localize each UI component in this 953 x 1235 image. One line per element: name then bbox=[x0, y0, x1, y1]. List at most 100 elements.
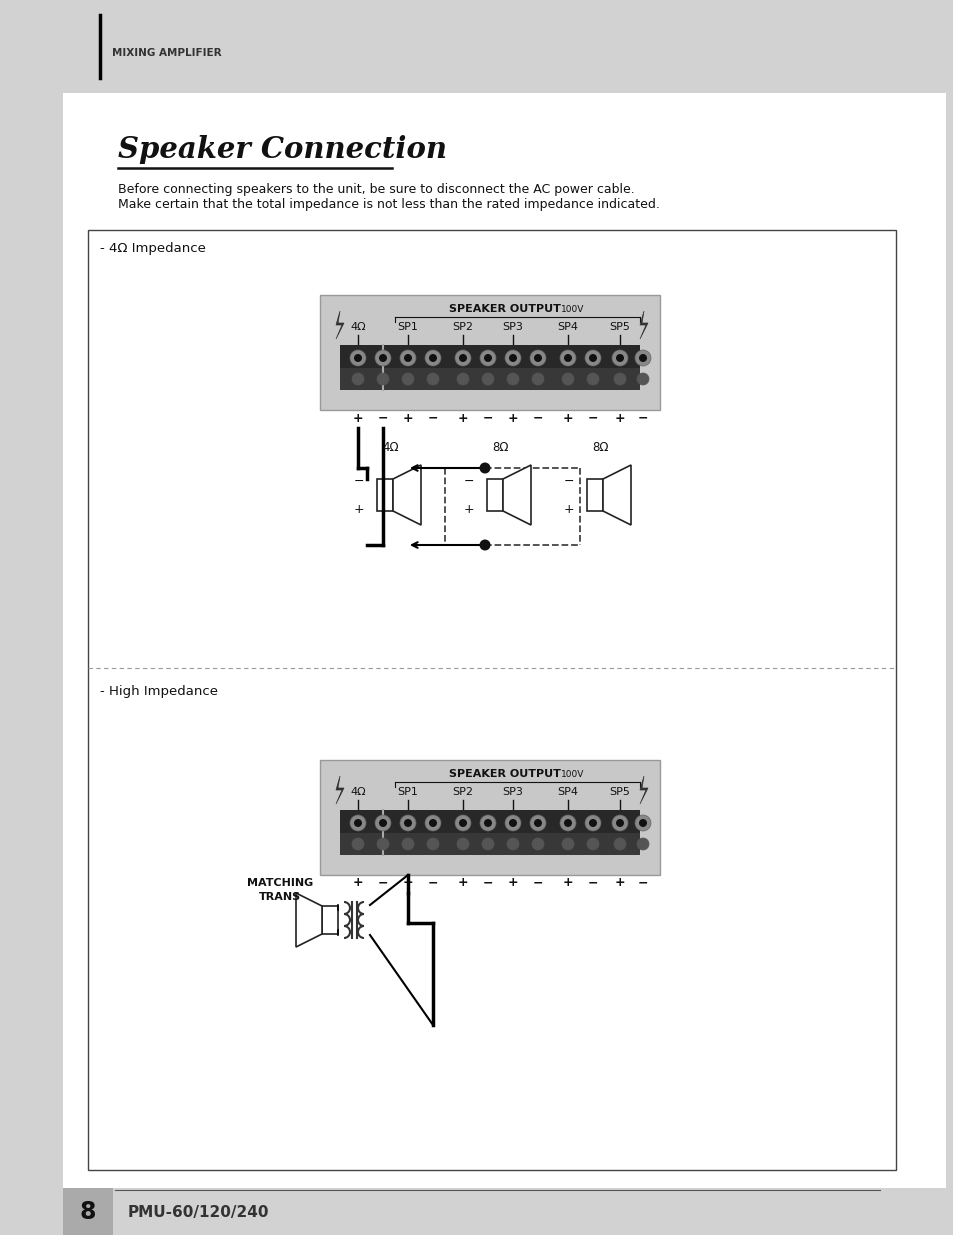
Circle shape bbox=[456, 373, 469, 385]
Circle shape bbox=[639, 819, 646, 827]
Text: 4Ω: 4Ω bbox=[350, 322, 365, 332]
Text: −: − bbox=[427, 877, 437, 889]
Text: 100V: 100V bbox=[560, 305, 584, 314]
Text: −: − bbox=[638, 877, 648, 889]
Circle shape bbox=[506, 373, 518, 385]
Circle shape bbox=[532, 839, 543, 850]
Text: 100V: 100V bbox=[560, 769, 584, 779]
Circle shape bbox=[401, 839, 414, 850]
Polygon shape bbox=[502, 466, 531, 525]
Circle shape bbox=[376, 373, 389, 385]
Bar bbox=[0, 0, 63, 1235]
Circle shape bbox=[456, 839, 469, 850]
Polygon shape bbox=[335, 776, 344, 804]
Circle shape bbox=[354, 354, 361, 362]
Text: SPEAKER OUTPUT: SPEAKER OUTPUT bbox=[449, 769, 560, 779]
Text: +: + bbox=[562, 411, 573, 425]
Text: - 4Ω Impedance: - 4Ω Impedance bbox=[100, 242, 206, 254]
Text: - High Impedance: - High Impedance bbox=[100, 685, 218, 698]
Text: +: + bbox=[507, 877, 517, 889]
Text: 8Ω: 8Ω bbox=[592, 441, 609, 454]
Text: −: − bbox=[638, 411, 648, 425]
Circle shape bbox=[481, 839, 494, 850]
Bar bbox=[486, 479, 502, 511]
Text: −: − bbox=[377, 411, 388, 425]
Circle shape bbox=[458, 819, 467, 827]
Circle shape bbox=[479, 462, 490, 473]
Circle shape bbox=[637, 373, 648, 385]
Circle shape bbox=[584, 815, 600, 831]
Text: SP3: SP3 bbox=[502, 322, 523, 332]
Circle shape bbox=[350, 350, 366, 366]
Bar bbox=[63, 1188, 112, 1235]
Circle shape bbox=[586, 373, 598, 385]
Polygon shape bbox=[602, 466, 630, 525]
Circle shape bbox=[375, 815, 391, 831]
Polygon shape bbox=[295, 893, 322, 947]
Circle shape bbox=[354, 819, 361, 827]
Circle shape bbox=[616, 819, 623, 827]
Bar bbox=[322, 906, 337, 934]
Bar bbox=[319, 760, 659, 876]
Text: SP2: SP2 bbox=[452, 322, 473, 332]
Bar bbox=[586, 479, 602, 511]
Text: SP4: SP4 bbox=[557, 787, 578, 797]
Circle shape bbox=[352, 839, 364, 850]
Text: +: + bbox=[463, 503, 474, 516]
Text: +: + bbox=[614, 411, 624, 425]
Circle shape bbox=[561, 373, 574, 385]
Circle shape bbox=[479, 350, 496, 366]
Circle shape bbox=[479, 815, 496, 831]
Circle shape bbox=[637, 839, 648, 850]
Circle shape bbox=[530, 350, 545, 366]
Bar bbox=[376, 479, 393, 511]
Circle shape bbox=[378, 354, 387, 362]
Circle shape bbox=[483, 354, 492, 362]
Text: +: + bbox=[353, 877, 363, 889]
Circle shape bbox=[429, 354, 436, 362]
Text: Before connecting speakers to the unit, be sure to disconnect the AC power cable: Before connecting speakers to the unit, … bbox=[118, 183, 634, 196]
Circle shape bbox=[427, 373, 438, 385]
Text: −: − bbox=[587, 411, 598, 425]
Text: −: − bbox=[482, 877, 493, 889]
Bar bbox=[63, 0, 953, 93]
Circle shape bbox=[427, 839, 438, 850]
Polygon shape bbox=[639, 311, 647, 338]
Text: +: + bbox=[562, 877, 573, 889]
Text: −: − bbox=[463, 475, 474, 488]
Circle shape bbox=[612, 350, 627, 366]
Polygon shape bbox=[335, 311, 344, 338]
Circle shape bbox=[399, 350, 416, 366]
Text: Speaker Connection: Speaker Connection bbox=[118, 135, 447, 164]
Circle shape bbox=[563, 354, 572, 362]
Circle shape bbox=[559, 350, 576, 366]
Circle shape bbox=[455, 815, 471, 831]
Circle shape bbox=[614, 373, 625, 385]
Circle shape bbox=[612, 815, 627, 831]
Text: SP1: SP1 bbox=[397, 787, 418, 797]
Circle shape bbox=[559, 815, 576, 831]
Circle shape bbox=[563, 819, 572, 827]
Text: −: − bbox=[482, 411, 493, 425]
Circle shape bbox=[561, 839, 574, 850]
Text: 8: 8 bbox=[80, 1200, 96, 1224]
Circle shape bbox=[455, 350, 471, 366]
Text: PMU-60/120/240: PMU-60/120/240 bbox=[128, 1204, 269, 1219]
Circle shape bbox=[399, 815, 416, 831]
Circle shape bbox=[614, 839, 625, 850]
Text: +: + bbox=[457, 411, 468, 425]
Circle shape bbox=[635, 350, 650, 366]
Text: +: + bbox=[353, 411, 363, 425]
Circle shape bbox=[375, 350, 391, 366]
Circle shape bbox=[424, 815, 440, 831]
Bar bbox=[339, 810, 639, 835]
Circle shape bbox=[350, 815, 366, 831]
Text: 8Ω: 8Ω bbox=[493, 441, 509, 454]
Text: SP4: SP4 bbox=[557, 322, 578, 332]
Text: MATCHING
TRANS: MATCHING TRANS bbox=[247, 878, 313, 902]
Text: +: + bbox=[563, 503, 574, 516]
Circle shape bbox=[509, 819, 517, 827]
Text: SP3: SP3 bbox=[502, 787, 523, 797]
Circle shape bbox=[532, 373, 543, 385]
Circle shape bbox=[483, 819, 492, 827]
